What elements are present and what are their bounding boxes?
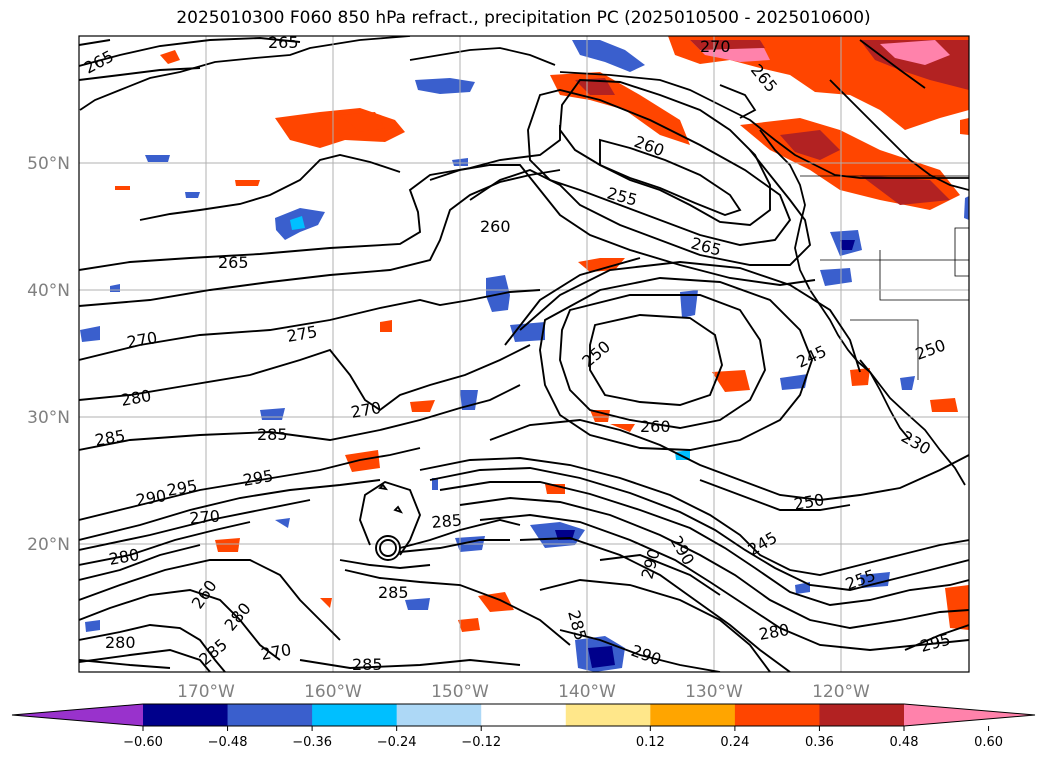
contour-label: 270 [700, 37, 731, 56]
contour-250 [589, 314, 723, 406]
lon-label: 140°W [558, 682, 616, 702]
contour-265 [79, 125, 561, 271]
precip-shading [80, 36, 969, 672]
colorbar-segment [819, 704, 905, 726]
contour-label: 260 [480, 217, 511, 236]
map-panel: 265 265 265 270 275 280 285 290 295 270 … [79, 33, 969, 674]
colorbar-segment [312, 704, 398, 726]
colorbar-tick-label: 0.60 [974, 735, 1003, 750]
colorbar-tick-label: −0.60 [123, 735, 163, 750]
colorbar-segment [396, 704, 482, 726]
contour-245 [699, 479, 851, 511]
contour-label: 260 [640, 417, 671, 436]
latitude-labels: 50°N 40°N 30°N 20°N [27, 154, 70, 555]
colorbar-segment [650, 704, 736, 726]
figure-title: 2025010300 F060 850 hPa refract., precip… [176, 8, 871, 28]
colorbar-segment [734, 704, 820, 726]
contour-label: 280 [105, 633, 136, 652]
gridlines [79, 36, 969, 672]
contour-260 [469, 149, 812, 266]
colorbar-segment [565, 704, 651, 726]
lon-label: 130°W [685, 682, 743, 702]
contour-280 [79, 344, 531, 412]
lat-label: 40°N [27, 281, 70, 301]
contour-285 [79, 384, 521, 451]
coastlines [79, 36, 969, 514]
colorbar-tick-label: 0.36 [805, 735, 834, 750]
contour-275 [79, 289, 541, 361]
colorbar-segment [227, 704, 313, 726]
contour-295 [79, 479, 381, 541]
colorbar-extend-low [12, 704, 143, 726]
political-borders [800, 175, 969, 380]
colorbar: −0.60 −0.48 −0.36 −0.24 −0.12 0.12 0.24 0.36 0.4… [11, 703, 1036, 750]
contour-255 [527, 89, 792, 246]
contour-label: 285 [431, 510, 463, 532]
colorbar-tick-label: 0.12 [636, 735, 665, 750]
contour-270 [79, 169, 561, 307]
contour-label: 265 [218, 253, 249, 272]
contour-label: 270 [189, 506, 221, 528]
lat-label: 20°N [27, 535, 70, 555]
map-border [78, 35, 970, 673]
longitude-labels: 170°W 160°W 150°W 140°W 130°W 120°W [177, 682, 870, 702]
colorbar-tick-label: 0.48 [890, 735, 919, 750]
lon-label: 150°W [431, 682, 489, 702]
contour-label: 285 [352, 655, 383, 674]
contour-label: 285 [378, 583, 409, 602]
alaska-coast [79, 36, 411, 111]
contour-290 [79, 447, 421, 521]
colorbar-tick-label: 0.24 [720, 735, 749, 750]
colorbar-segment [143, 704, 229, 726]
colorbar-segment [481, 704, 567, 726]
colorbar-tick-label: −0.36 [292, 735, 332, 750]
lon-label: 120°W [812, 682, 870, 702]
colorbar-tick-label: −0.48 [208, 735, 248, 750]
lat-label: 30°N [27, 408, 70, 428]
colorbar-extend-high [904, 704, 1035, 726]
contour-label: 285 [257, 425, 288, 444]
contour-label: 265 [268, 33, 299, 52]
lat-label: 50°N [27, 154, 70, 174]
lon-label: 160°W [304, 682, 362, 702]
contour-265-north [79, 37, 301, 67]
refractivity-contours [79, 37, 969, 672]
colorbar-tick-label: −0.12 [461, 735, 501, 750]
lon-label: 170°W [177, 682, 235, 702]
colorbar-tick-label: −0.24 [377, 735, 417, 750]
